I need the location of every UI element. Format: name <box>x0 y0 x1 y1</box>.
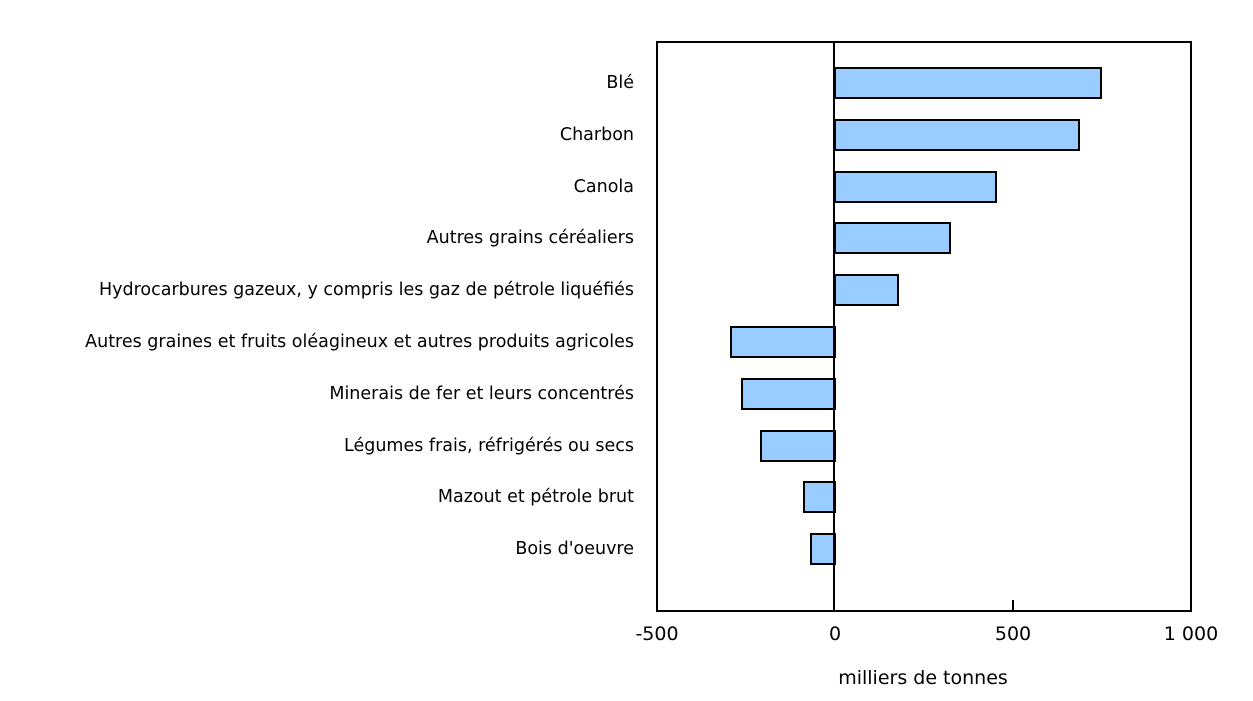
zero-axis-line <box>833 41 835 611</box>
bar <box>834 222 952 255</box>
category-label: Minerais de fer et leurs concentrés <box>329 383 634 404</box>
category-label: Blé <box>606 73 634 93</box>
x-tick-label: -500 <box>635 623 679 645</box>
bar <box>759 429 836 462</box>
category-label: Mazout et pétrole brut <box>437 487 634 508</box>
bar <box>802 481 836 514</box>
x-tick-label: 500 <box>994 623 1032 645</box>
plot-frame <box>656 41 1192 612</box>
category-label: Bois d'oeuvre <box>515 539 634 560</box>
bar <box>834 118 1080 151</box>
category-label: Charbon <box>559 124 634 145</box>
bar <box>834 67 1102 99</box>
category-label: Autres graines et fruits oléagineux et a… <box>85 332 634 352</box>
bar <box>741 377 836 410</box>
bar <box>834 170 997 203</box>
x-tick-label: 1 000 <box>1163 623 1219 645</box>
category-label: Autres grains céréaliers <box>426 228 634 249</box>
category-label: Légumes frais, réfrigérés ou secs <box>344 435 634 456</box>
bar <box>834 274 900 307</box>
category-label: Hydrocarbures gazeux, y compris les gaz … <box>98 280 634 301</box>
x-tick-label: 0 <box>828 623 842 645</box>
x-axis-title: milliers de tonnes <box>838 667 1008 689</box>
category-label: Canola <box>573 176 634 197</box>
bar <box>729 326 836 358</box>
x-tick-mark <box>1012 600 1014 610</box>
